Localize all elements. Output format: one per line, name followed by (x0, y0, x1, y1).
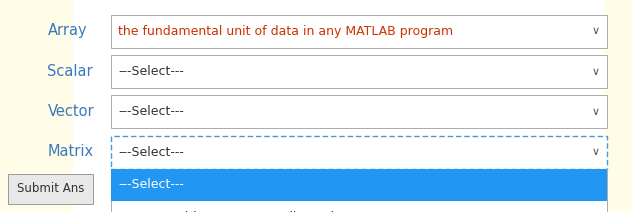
FancyBboxPatch shape (8, 174, 93, 204)
Bar (0, 0, 73, 212)
Text: ---Select---: ---Select--- (118, 105, 184, 118)
FancyBboxPatch shape (111, 136, 607, 169)
Text: ∨: ∨ (592, 67, 599, 77)
Text: Array: Array (47, 23, 87, 38)
Text: ∨: ∨ (592, 107, 599, 117)
Text: an array with two or more dimensions: an array with two or more dimensions (118, 211, 356, 212)
Text: ---Select---: ---Select--- (118, 146, 184, 159)
Text: ∨: ∨ (592, 147, 599, 157)
FancyBboxPatch shape (111, 55, 607, 88)
Bar (111, 169, 607, 201)
FancyBboxPatch shape (111, 15, 607, 48)
Text: Matrix: Matrix (47, 144, 94, 159)
Bar (111, 169, 607, 212)
Text: ∨: ∨ (592, 26, 599, 36)
Text: Submit Ans: Submit Ans (16, 182, 84, 195)
FancyBboxPatch shape (111, 95, 607, 128)
Text: ---Select---: ---Select--- (118, 65, 184, 78)
Text: ---Select---: ---Select--- (118, 179, 184, 191)
Bar (604, 0, 632, 212)
Text: Scalar: Scalar (47, 64, 93, 78)
Text: Vector: Vector (47, 104, 94, 119)
Text: the fundamental unit of data in any MATLAB program: the fundamental unit of data in any MATL… (118, 25, 453, 38)
